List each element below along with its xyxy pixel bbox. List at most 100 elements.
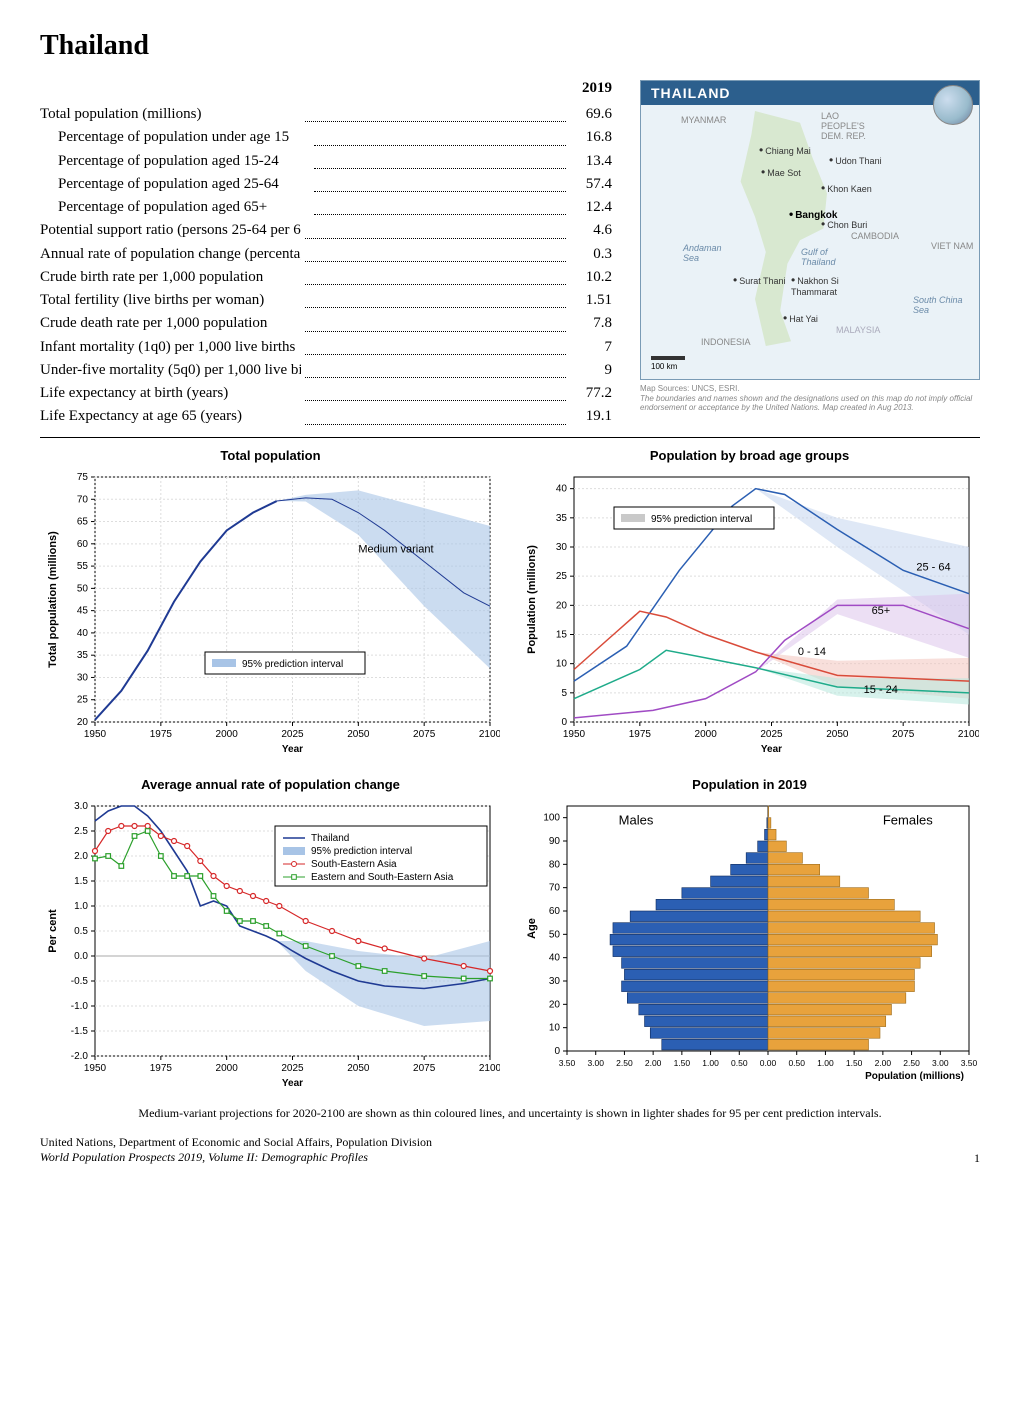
svg-text:2000: 2000	[216, 729, 239, 740]
svg-text:15 - 24: 15 - 24	[864, 683, 898, 695]
map-country: INDONESIA	[701, 337, 751, 347]
svg-text:50: 50	[77, 583, 89, 594]
stat-value: 1.51	[570, 289, 620, 312]
svg-text:2025: 2025	[281, 1063, 304, 1074]
svg-text:Population (millions): Population (millions)	[526, 544, 538, 653]
stat-label: Total population (millions)	[40, 103, 301, 126]
map-city: Hat Yai	[783, 311, 818, 325]
map-country: LAO PEOPLE'S DEM. REP.	[821, 111, 881, 141]
svg-text:20: 20	[77, 717, 89, 728]
map-scale: 100 km	[651, 356, 685, 371]
stat-label: Annual rate of population change (percen…	[40, 243, 301, 266]
map-city: Surat Thani	[733, 273, 786, 287]
svg-text:-1.0: -1.0	[71, 1001, 89, 1012]
stat-value: 57.4	[570, 173, 620, 196]
stats-table: 2019 Total population (millions) 69.6Per…	[40, 80, 620, 429]
svg-text:2100: 2100	[958, 729, 979, 740]
stat-value: 12.4	[570, 196, 620, 219]
stat-value: 4.6	[570, 219, 620, 242]
svg-text:30: 30	[556, 542, 568, 553]
stat-label: Life Expectancy at age 65 (years)	[40, 405, 301, 428]
svg-text:25: 25	[77, 694, 89, 705]
chart-title: Population by broad age groups	[519, 448, 980, 463]
svg-text:30: 30	[77, 672, 89, 683]
svg-text:3.50: 3.50	[559, 1058, 576, 1068]
svg-text:Thailand: Thailand	[311, 833, 349, 844]
stat-row: Percentage of population aged 25-64 57.4	[40, 173, 620, 196]
svg-text:70: 70	[549, 882, 561, 893]
svg-text:20: 20	[556, 600, 568, 611]
svg-text:15: 15	[556, 629, 568, 640]
svg-text:3.0: 3.0	[74, 801, 88, 812]
svg-text:1.5: 1.5	[74, 876, 88, 887]
svg-text:1.0: 1.0	[74, 901, 88, 912]
chart-title: Total population	[40, 448, 501, 463]
footer-org: United Nations, Department of Economic a…	[40, 1135, 432, 1151]
svg-text:40: 40	[549, 952, 561, 963]
svg-text:2075: 2075	[413, 729, 436, 740]
charts-grid: Total population 20253035404550556065707…	[40, 448, 980, 1096]
stat-label: Crude birth rate per 1,000 population	[40, 266, 301, 289]
svg-text:0.0: 0.0	[74, 951, 88, 962]
svg-text:35: 35	[556, 512, 568, 523]
svg-text:1.50: 1.50	[674, 1058, 691, 1068]
svg-text:-0.5: -0.5	[71, 976, 89, 987]
svg-text:1.00: 1.00	[817, 1058, 834, 1068]
svg-text:20: 20	[549, 999, 561, 1010]
svg-text:2.00: 2.00	[875, 1058, 892, 1068]
svg-text:90: 90	[549, 836, 561, 847]
stat-row: Under-five mortality (5q0) per 1,000 liv…	[40, 359, 620, 382]
footnote: Medium-variant projections for 2020-2100…	[40, 1106, 980, 1121]
chart-total-population: Total population 20253035404550556065707…	[40, 448, 501, 757]
svg-text:3.50: 3.50	[961, 1058, 978, 1068]
stat-label: Percentage of population under age 15	[40, 126, 310, 149]
stat-row: Crude birth rate per 1,000 population 10…	[40, 266, 620, 289]
map-city: Chon Buri	[821, 217, 867, 231]
page-title: Thailand	[40, 30, 980, 62]
stat-label: Infant mortality (1q0) per 1,000 live bi…	[40, 336, 301, 359]
svg-text:2025: 2025	[281, 729, 304, 740]
svg-text:-2.0: -2.0	[71, 1051, 89, 1062]
chart-title: Average annual rate of population change	[40, 777, 501, 792]
svg-text:0.00: 0.00	[760, 1058, 777, 1068]
svg-text:Year: Year	[282, 744, 303, 755]
svg-text:80: 80	[549, 859, 561, 870]
svg-text:2100: 2100	[479, 1063, 500, 1074]
svg-text:3.00: 3.00	[932, 1058, 949, 1068]
stat-label: Percentage of population aged 25-64	[40, 173, 310, 196]
svg-text:25: 25	[556, 571, 568, 582]
map-caption: Map Sources: UNCS, ESRI. The boundaries …	[640, 384, 980, 413]
globe-icon	[933, 85, 973, 125]
map-water: South China Sea	[913, 295, 973, 315]
chart-age-groups: Population by broad age groups 051015202…	[519, 448, 980, 757]
svg-text:40: 40	[556, 483, 568, 494]
stat-row: Infant mortality (1q0) per 1,000 live bi…	[40, 336, 620, 359]
svg-text:95% prediction interval: 95% prediction interval	[651, 514, 752, 525]
svg-text:0.50: 0.50	[731, 1058, 748, 1068]
svg-text:2075: 2075	[413, 1063, 436, 1074]
stat-value: 69.6	[570, 103, 620, 126]
stat-row: Total fertility (live births per woman) …	[40, 289, 620, 312]
stat-label: Percentage of population aged 65+	[40, 196, 310, 219]
map-block: THAILAND MYANMAR LAO PEOPLE'S DEM. REP. …	[640, 80, 980, 429]
svg-text:2.00: 2.00	[645, 1058, 662, 1068]
svg-text:Age: Age	[526, 918, 538, 939]
map-country: MALAYSIA	[836, 325, 880, 335]
stat-value: 19.1	[570, 405, 620, 428]
stat-row: Crude death rate per 1,000 population 7.…	[40, 312, 620, 335]
svg-text:10: 10	[556, 658, 568, 669]
svg-text:2100: 2100	[479, 729, 500, 740]
chart-rate-change: Average annual rate of population change…	[40, 777, 501, 1096]
svg-text:1.50: 1.50	[846, 1058, 863, 1068]
map-city: Nakhon Si Thammarat	[791, 273, 851, 297]
svg-text:65: 65	[77, 516, 89, 527]
svg-text:Medium variant: Medium variant	[358, 543, 433, 555]
svg-text:2.50: 2.50	[616, 1058, 633, 1068]
svg-text:10: 10	[549, 1022, 561, 1033]
svg-text:1975: 1975	[150, 729, 173, 740]
map-city: Chiang Mai	[759, 143, 811, 157]
map-country: MYANMAR	[681, 115, 726, 125]
svg-text:-1.5: -1.5	[71, 1026, 89, 1037]
top-section: 2019 Total population (millions) 69.6Per…	[40, 80, 980, 429]
thailand-map: THAILAND MYANMAR LAO PEOPLE'S DEM. REP. …	[640, 80, 980, 380]
